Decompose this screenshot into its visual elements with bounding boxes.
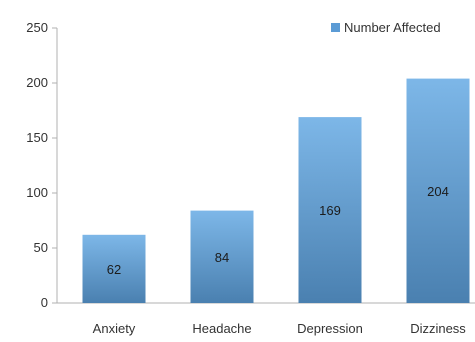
bar-depression bbox=[298, 117, 362, 303]
bar-dizziness bbox=[406, 78, 470, 303]
y-tick-label: 250 bbox=[26, 20, 48, 35]
data-label: 169 bbox=[319, 203, 341, 218]
category-labels: Anxiety Headache Depression Dizziness bbox=[93, 321, 467, 336]
bar-anxiety bbox=[82, 234, 146, 303]
category-label: Dizziness bbox=[410, 321, 466, 336]
legend-label: Number Affected bbox=[344, 20, 441, 35]
y-axis-ticks: 0 50 100 150 200 250 bbox=[26, 20, 57, 310]
data-label: 204 bbox=[427, 184, 449, 199]
data-label: 84 bbox=[215, 250, 229, 265]
bar-headache bbox=[190, 210, 254, 303]
data-labels: 62 84 169 204 bbox=[107, 184, 449, 277]
category-label: Depression bbox=[297, 321, 363, 336]
category-label: Anxiety bbox=[93, 321, 136, 336]
bars bbox=[82, 78, 470, 303]
legend: Number Affected bbox=[331, 20, 441, 35]
legend-swatch bbox=[331, 23, 340, 32]
y-tick-label: 0 bbox=[41, 295, 48, 310]
data-label: 62 bbox=[107, 262, 121, 277]
y-tick-label: 100 bbox=[26, 185, 48, 200]
category-label: Headache bbox=[192, 321, 251, 336]
y-tick-label: 50 bbox=[34, 240, 48, 255]
y-tick-label: 200 bbox=[26, 75, 48, 90]
y-tick-label: 150 bbox=[26, 130, 48, 145]
